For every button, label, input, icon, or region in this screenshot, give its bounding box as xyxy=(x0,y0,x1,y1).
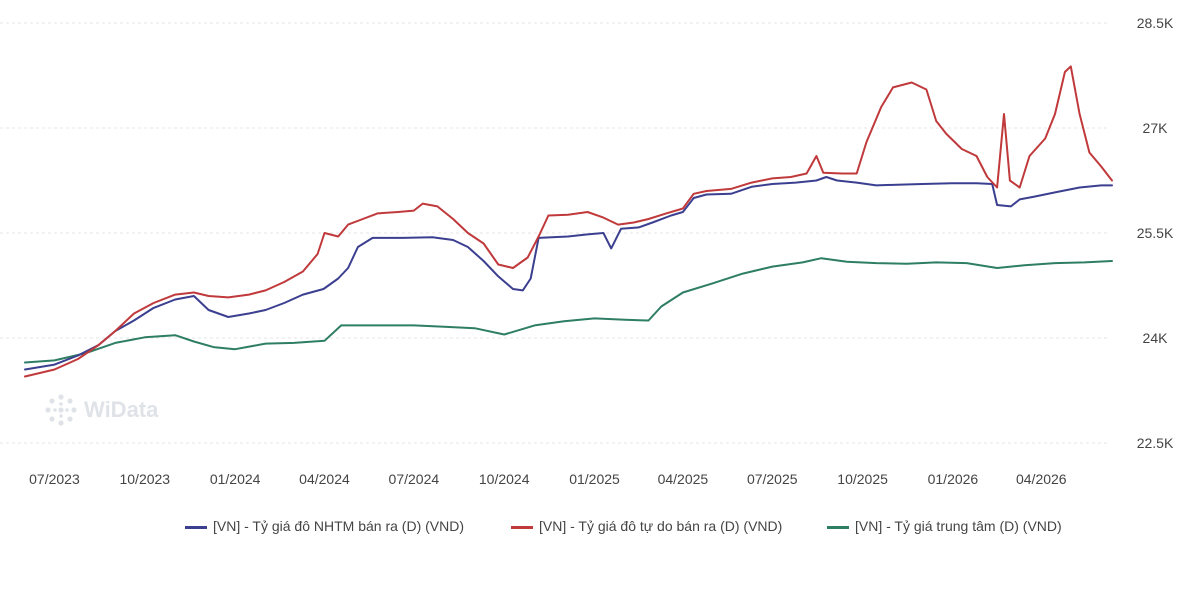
watermark: WiData xyxy=(44,393,158,427)
x-tick-label: 10/2024 xyxy=(479,471,530,487)
series-line-0 xyxy=(24,176,1113,371)
x-tick-label: 10/2025 xyxy=(837,471,888,487)
x-tick-label: 04/2024 xyxy=(299,471,350,487)
legend-swatch-nhtm xyxy=(185,526,207,529)
legend-swatch-trung-tam xyxy=(827,526,849,529)
watermark-logo-icon xyxy=(45,394,77,426)
line-chart: 22.5K 24K 25.5K 27K 28.5K 07/2023 10/2023 01/2… xyxy=(0,15,1174,487)
y-axis: 22.5K 24K 25.5K 27K 28.5K xyxy=(1137,15,1174,451)
x-tick-label: 07/2023 xyxy=(29,471,80,487)
grid xyxy=(0,22,1110,444)
x-tick-label: 07/2024 xyxy=(389,471,440,487)
legend-label-nhtm: [VN] - Tỷ giá đô NHTM bán ra (D) (VND) xyxy=(213,518,465,534)
x-tick-label: 04/2026 xyxy=(1016,471,1067,487)
legend-label-trung-tam: [VN] - Tỷ giá trung tâm (D) (VND) xyxy=(855,518,1062,534)
chart-legend: [VN] - Tỷ giá đô NHTM bán ra (D) (VND) [… xyxy=(185,518,1115,535)
legend-item-nhtm[interactable]: [VN] - Tỷ giá đô NHTM bán ra (D) (VND) xyxy=(185,518,473,535)
legend-label-tu-do: [VN] - Tỷ giá đô tự do bán ra (D) (VND) xyxy=(539,518,783,534)
x-tick-label: 07/2025 xyxy=(747,471,798,487)
x-tick-label: 01/2024 xyxy=(210,471,261,487)
y-tick-label: 28.5K xyxy=(1137,15,1174,31)
x-tick-label: 10/2023 xyxy=(119,471,170,487)
x-tick-label: 01/2025 xyxy=(569,471,620,487)
series-line-1 xyxy=(24,65,1113,378)
series-layer xyxy=(24,65,1113,378)
y-tick-label: 24K xyxy=(1143,330,1169,346)
legend-item-trung-tam[interactable]: [VN] - Tỷ giá trung tâm (D) (VND) xyxy=(827,518,1115,535)
y-tick-label: 27K xyxy=(1143,120,1169,136)
watermark-text: WiData xyxy=(84,397,159,422)
legend-item-tu-do[interactable]: [VN] - Tỷ giá đô tự do bán ra (D) (VND) xyxy=(511,518,789,535)
y-tick-label: 25.5K xyxy=(1137,225,1174,241)
x-tick-label: 01/2026 xyxy=(928,471,979,487)
x-tick-label: 04/2025 xyxy=(658,471,709,487)
series-line-2 xyxy=(24,257,1113,364)
y-tick-label: 22.5K xyxy=(1137,435,1174,451)
legend-swatch-tu-do xyxy=(511,526,533,529)
x-axis: 07/2023 10/2023 01/2024 04/2024 07/2024 10/20… xyxy=(29,471,1067,487)
